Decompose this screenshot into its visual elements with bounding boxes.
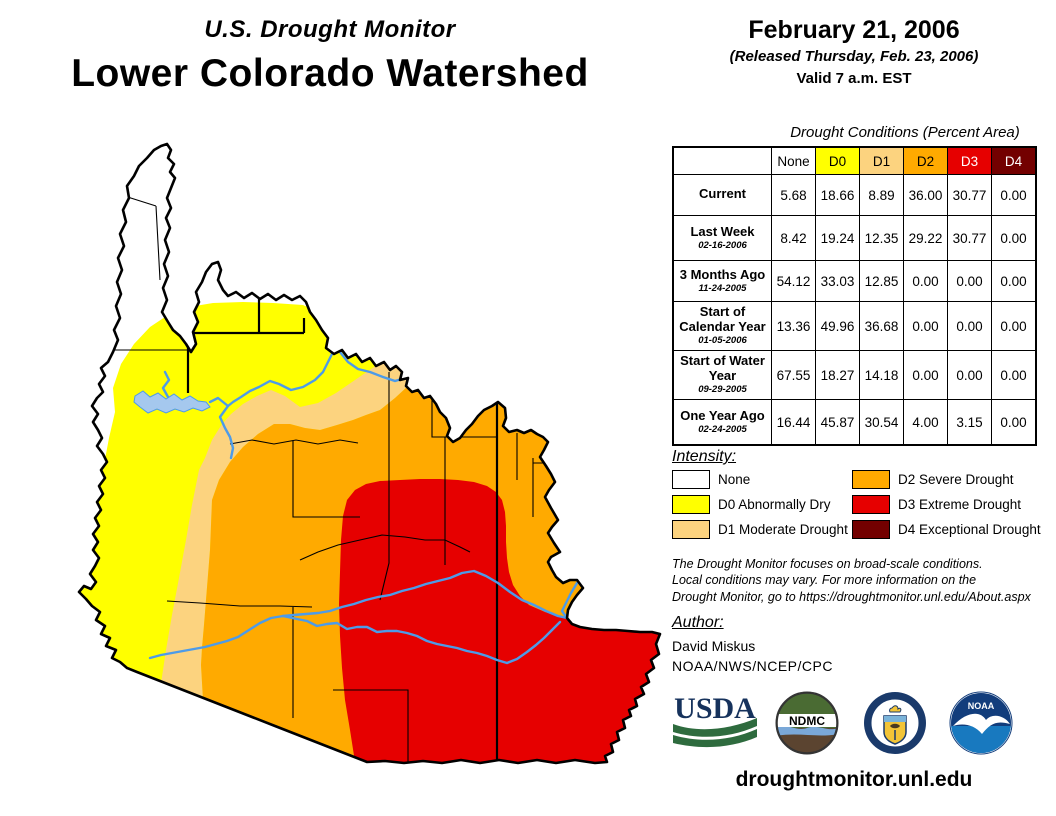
disclaimer-text: The Drought Monitor focuses on broad-sca…	[672, 557, 1031, 604]
commerce-seal-logo	[864, 692, 926, 754]
col-header-d1: D1	[859, 146, 904, 175]
table-caption: Drought Conditions (Percent Area)	[790, 124, 1020, 141]
legend-swatch-d0	[672, 495, 710, 514]
legend-heading: Intensity:	[672, 448, 737, 465]
row-date: 09-29-2005	[698, 383, 747, 395]
table-row: 3 Months Ago 11-24-2005 54.12 33.03 12.85…	[672, 260, 1037, 302]
region-d3	[339, 479, 660, 763]
legend-swatch-d1	[672, 520, 710, 539]
author-org: NOAA/NWS/NCEP/CPC	[672, 658, 833, 674]
legend-swatch-d2	[852, 470, 890, 489]
row-date: 02-16-2006	[698, 239, 747, 251]
col-header-d4: D4	[991, 146, 1037, 175]
site-url: droughtmonitor.unl.edu	[735, 768, 973, 791]
legend-swatch-d4	[852, 520, 890, 539]
col-header-d3: D3	[947, 146, 992, 175]
usda-logo: USDA	[673, 692, 757, 748]
info-panel: February 21, 2006 (Released Thursday, Fe…	[660, 0, 1048, 816]
watershed-outline	[77, 142, 662, 765]
row-label: Current	[699, 186, 746, 202]
region-d1	[160, 351, 420, 700]
rivers	[133, 346, 579, 665]
table-row: Current 5.68 18.66 8.89 36.00 30.77 0.00	[672, 174, 1037, 216]
ndmc-logo: NDMC	[775, 691, 839, 755]
author-heading: Author:	[672, 614, 724, 631]
table-row: One Year Ago 02-24-2005 16.44 45.87 30.54…	[672, 399, 1037, 446]
page-title: Lower Colorado Watershed	[71, 52, 589, 95]
noaa-logo: NOAA	[949, 691, 1013, 755]
valid-time: Valid 7 a.m. EST	[796, 70, 912, 87]
legend-swatch-d3	[852, 495, 890, 514]
page-kicker: U.S. Drought Monitor	[204, 16, 456, 43]
table-header-row: None D0 D1 D2 D3 D4	[673, 146, 1037, 175]
table-row: Start of Water Year 09-29-2005 67.55 18.2…	[672, 350, 1037, 400]
watershed-map	[77, 142, 662, 765]
col-header-d0: D0	[815, 146, 860, 175]
title-block: U.S. Drought Monitor Lower Colorado Wate…	[30, 16, 630, 96]
author-name: David Miskus	[672, 638, 756, 654]
row-label: Last Week	[690, 223, 755, 239]
row-date: 02-24-2005	[698, 423, 747, 435]
released-date: (Released Thursday, Feb. 23, 2006)	[729, 48, 979, 65]
legend-swatch-none	[672, 470, 710, 489]
ndmc-logo-text: NDMC	[789, 714, 825, 728]
table-row: Start of Calendar Year 01-05-2006 13.36 4…	[672, 301, 1037, 351]
row-date: 11-24-2005	[698, 282, 747, 294]
col-header-none: None	[771, 146, 816, 175]
row-label: Start of Calendar Year	[679, 304, 766, 335]
usda-logo-text: USDA	[674, 692, 756, 725]
noaa-logo-text: NOAA	[968, 701, 995, 711]
lake-mead	[133, 390, 211, 414]
map-date: February 21, 2006	[748, 16, 960, 44]
row-label: One Year Ago	[680, 407, 765, 423]
row-label: 3 Months Ago	[679, 266, 766, 282]
row-date: 01-05-2006	[698, 334, 747, 346]
county-lines	[113, 193, 548, 762]
table-row: Last Week 02-16-2006 8.42 19.24 12.35 29.…	[672, 215, 1037, 261]
col-header-d2: D2	[903, 146, 948, 175]
drought-conditions-table: None D0 D1 D2 D3 D4 Current 5.68 18.66 8…	[672, 146, 1037, 446]
row-label: Start of Water Year	[680, 353, 765, 384]
agency-logos: USDA NDMC	[670, 690, 1048, 756]
